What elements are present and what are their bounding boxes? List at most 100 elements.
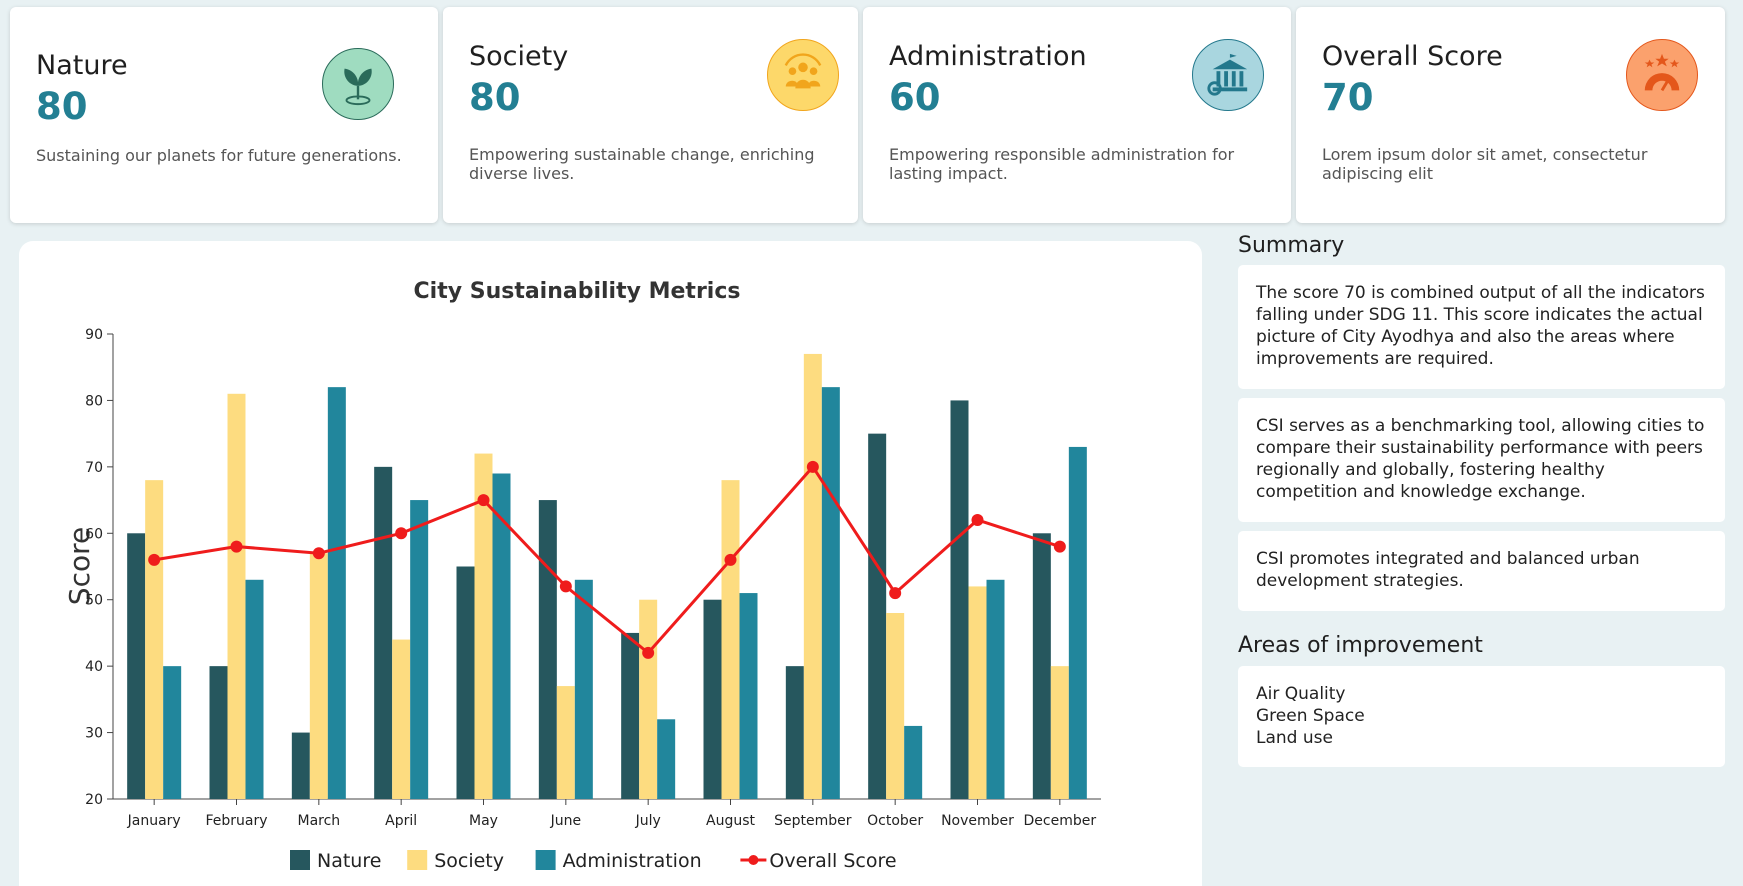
improvement-item: Air Quality bbox=[1256, 684, 1346, 704]
x-tick-label: July bbox=[635, 813, 661, 829]
x-tick-label: October bbox=[867, 813, 923, 829]
bar-administration bbox=[821, 387, 840, 799]
summary-paragraph-2: CSI serves as a benchmarking tool, allow… bbox=[1238, 398, 1725, 522]
summary-text: CSI promotes integrated and balanced urb… bbox=[1256, 549, 1640, 591]
y-tick-label: 50 bbox=[85, 593, 103, 609]
bar-administration bbox=[245, 579, 264, 799]
bar-nature bbox=[1032, 533, 1051, 799]
bar-nature bbox=[621, 632, 640, 799]
chart-panel: City Sustainability Metrics Score 20 30 40… bbox=[19, 241, 1202, 886]
bar-nature bbox=[785, 666, 804, 799]
summary-text: The score 70 is combined output of all t… bbox=[1256, 283, 1705, 369]
y-tick-label: 40 bbox=[85, 659, 103, 675]
summary-paragraph-3: CSI promotes integrated and balanced urb… bbox=[1238, 531, 1725, 611]
x-tick-label: March bbox=[297, 813, 340, 829]
leaf-icon bbox=[322, 48, 394, 120]
card-value: 80 bbox=[36, 85, 88, 128]
bar-society bbox=[721, 480, 740, 799]
bar-administration bbox=[327, 387, 346, 799]
legend-label: Administration bbox=[563, 850, 702, 872]
y-axis-label: Score bbox=[63, 527, 96, 605]
overall-score-point bbox=[312, 547, 325, 560]
overall-score-point bbox=[559, 580, 572, 593]
bar-nature bbox=[374, 466, 393, 799]
improvement-heading: Areas of improvement bbox=[1238, 633, 1483, 658]
bar-administration bbox=[574, 579, 593, 799]
bar-nature bbox=[456, 566, 475, 799]
x-tick-label: February bbox=[205, 813, 267, 829]
y-tick-label: 90 bbox=[85, 327, 103, 343]
card-value: 60 bbox=[889, 76, 941, 119]
nature-card: Nature 80 Sustaining our planets for fut… bbox=[10, 7, 438, 223]
government-building-icon bbox=[1192, 39, 1264, 111]
summary-heading: Summary bbox=[1238, 233, 1345, 258]
bar-nature bbox=[127, 533, 146, 799]
x-tick-label: May bbox=[469, 813, 498, 829]
card-value: 70 bbox=[1322, 76, 1374, 119]
overall-score-point bbox=[395, 527, 408, 540]
overall-score-point bbox=[1053, 540, 1066, 553]
bar-society bbox=[886, 613, 905, 799]
bar-society bbox=[227, 393, 246, 799]
bar-administration bbox=[410, 500, 429, 799]
bar-society bbox=[1050, 666, 1069, 799]
x-tick-label: December bbox=[1024, 813, 1097, 829]
card-title: Society bbox=[469, 41, 569, 72]
bar-society bbox=[392, 639, 411, 799]
card-description: Sustaining our planets for future genera… bbox=[36, 146, 402, 165]
bar-administration bbox=[904, 725, 923, 799]
improvement-item: Green Space bbox=[1256, 706, 1365, 726]
card-description: Empowering responsible administration fo… bbox=[889, 145, 1235, 183]
overall-score-point bbox=[230, 540, 243, 553]
x-tick-label: January bbox=[127, 813, 181, 829]
bar-nature bbox=[868, 433, 887, 799]
bar-society bbox=[309, 553, 328, 799]
bar-administration bbox=[657, 719, 676, 799]
x-tick-label: September bbox=[774, 813, 852, 829]
overall-score-point bbox=[806, 460, 819, 473]
improvement-item: Land use bbox=[1256, 728, 1333, 748]
bar-nature bbox=[291, 732, 310, 799]
y-tick-label: 80 bbox=[85, 393, 103, 409]
chart-title: City Sustainability Metrics bbox=[414, 279, 741, 304]
overall-score-point bbox=[971, 514, 984, 526]
legend-swatch bbox=[535, 850, 556, 870]
overall-score-point bbox=[889, 587, 902, 600]
card-title: Administration bbox=[889, 41, 1087, 72]
improvement-list: Air Quality Green Space Land use bbox=[1238, 666, 1725, 767]
x-tick-label: June bbox=[550, 813, 582, 829]
bar-nature bbox=[950, 400, 969, 799]
y-tick-label: 70 bbox=[85, 460, 103, 476]
administration-card: Administration 60 Empowering responsible… bbox=[863, 7, 1291, 223]
summary-text: CSI serves as a benchmarking tool, allow… bbox=[1256, 416, 1705, 502]
bar-administration bbox=[1068, 446, 1087, 799]
card-title: Overall Score bbox=[1322, 41, 1503, 72]
legend-swatch bbox=[290, 850, 310, 870]
chart-legend: Nature Society Administration Overall Score bbox=[290, 850, 897, 872]
y-tick-label: 60 bbox=[85, 526, 103, 542]
bar-nature bbox=[538, 500, 557, 799]
bar-society bbox=[803, 353, 822, 799]
people-icon bbox=[767, 39, 839, 111]
card-value: 80 bbox=[469, 76, 521, 119]
x-tick-label: November bbox=[941, 813, 1014, 829]
x-tick-label: April bbox=[385, 813, 417, 829]
overall-score-point bbox=[724, 553, 737, 566]
legend-swatch-dot bbox=[748, 855, 759, 865]
bar-administration bbox=[986, 579, 1005, 799]
legend-label: Society bbox=[434, 850, 504, 872]
legend-swatch bbox=[407, 850, 428, 870]
bar-society bbox=[145, 480, 164, 799]
bar-nature bbox=[703, 599, 722, 799]
bar-society bbox=[968, 586, 987, 799]
legend-label: Nature bbox=[317, 850, 381, 872]
overall-score-line bbox=[153, 464, 1061, 655]
y-tick-label: 20 bbox=[85, 792, 103, 808]
legend-label: Overall Score bbox=[769, 850, 896, 872]
bar-society bbox=[474, 453, 493, 799]
sustainability-chart: City Sustainability Metrics Score 20 30 40… bbox=[63, 279, 1101, 872]
x-tick-label: August bbox=[706, 813, 756, 829]
bar-nature bbox=[209, 666, 228, 799]
overall-score-point bbox=[477, 494, 490, 507]
card-title: Nature bbox=[36, 50, 128, 81]
